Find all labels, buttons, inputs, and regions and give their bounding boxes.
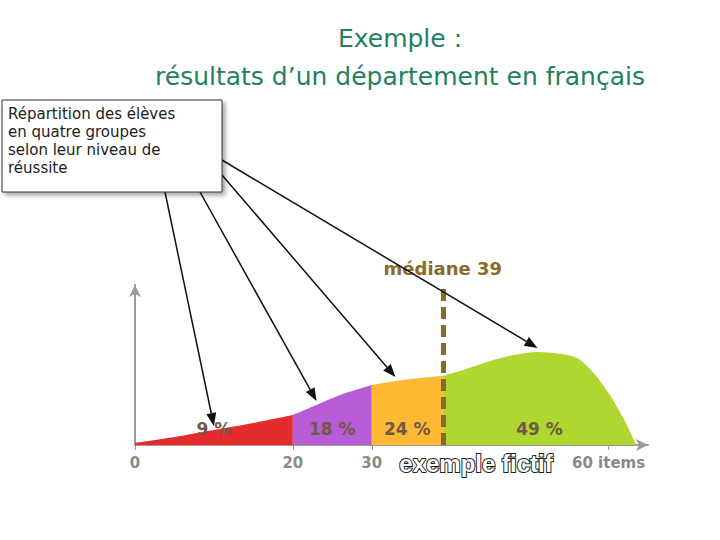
svg-text:18 %: 18 % xyxy=(309,419,356,439)
svg-text:résultats d’un département en: résultats d’un département en français xyxy=(155,62,645,91)
svg-text:60 items: 60 items xyxy=(572,454,645,472)
svg-text:réussite: réussite xyxy=(8,159,67,177)
svg-text:30: 30 xyxy=(361,454,382,472)
svg-text:Exemple :: Exemple : xyxy=(338,24,462,53)
svg-text:9 %: 9 % xyxy=(197,419,232,439)
svg-text:20: 20 xyxy=(282,454,303,472)
svg-text:exemple fictif: exemple fictif xyxy=(399,450,553,477)
svg-text:médiane 39: médiane 39 xyxy=(384,258,503,279)
svg-text:49 %: 49 % xyxy=(516,419,563,439)
svg-text:24 %: 24 % xyxy=(384,419,431,439)
svg-text:0: 0 xyxy=(130,454,140,472)
svg-text:en quatre groupes: en quatre groupes xyxy=(8,123,146,141)
svg-text:Répartition des élèves: Répartition des élèves xyxy=(8,105,175,123)
svg-text:selon leur niveau de: selon leur niveau de xyxy=(8,141,161,159)
